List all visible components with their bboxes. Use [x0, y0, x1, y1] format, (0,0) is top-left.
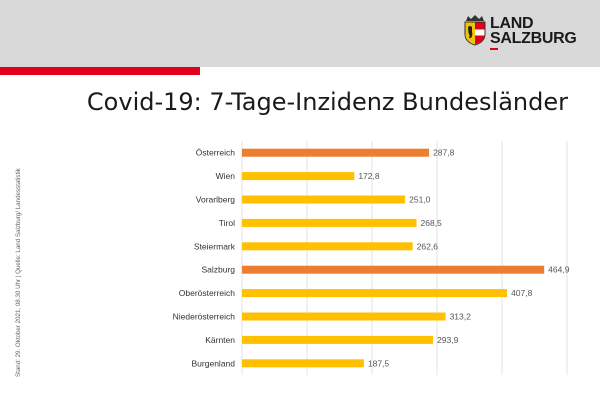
logo-underline: [490, 48, 498, 50]
category-label: Niederösterreich: [173, 312, 236, 322]
header-bar: [0, 0, 600, 67]
bar: [242, 195, 406, 204]
logo-wordmark: LAND SALZBURG: [490, 15, 577, 47]
category-label: Wien: [216, 171, 236, 181]
value-label: 251,0: [409, 195, 431, 205]
bar: [242, 289, 508, 298]
bar: [242, 312, 446, 321]
logo-line-2: SALZBURG: [490, 30, 577, 47]
chart-category-labels: Österreich Wien Vorarlberg Tirol Steiermark S…: [173, 148, 236, 369]
category-label: Burgenland: [192, 358, 236, 368]
value-label: 293,9: [437, 335, 459, 345]
value-label: 187,5: [368, 358, 390, 368]
value-label: 262,6: [417, 241, 439, 251]
bar: [242, 148, 430, 157]
bar: [242, 218, 417, 227]
bar: [242, 335, 434, 344]
value-label: 407,8: [511, 288, 533, 298]
bar: [242, 172, 355, 181]
category-label: Steiermark: [194, 241, 236, 251]
category-label: Tirol: [219, 218, 235, 228]
category-label: Vorarlberg: [196, 195, 235, 205]
value-label: 268,5: [421, 218, 443, 228]
category-label: Salzburg: [201, 265, 235, 275]
chart-bars: [242, 148, 545, 368]
value-label: 464,9: [548, 265, 570, 275]
coat-of-arms-icon: [464, 15, 486, 46]
land-salzburg-logo: LAND SALZBURG: [464, 14, 577, 54]
logo-line-1: LAND: [490, 15, 534, 32]
value-label: 172,8: [358, 171, 380, 181]
category-label: Kärnten: [205, 335, 235, 345]
value-label: 287,8: [433, 148, 455, 158]
bar: [242, 265, 545, 274]
value-label: 313,2: [450, 312, 472, 322]
header-accent-stripe: [0, 67, 200, 75]
chart-value-labels: 287,8 172,8 251,0 268,5 262,6 464,9 407,8 313,2…: [358, 148, 569, 369]
chart-title: Covid-19: 7-Tage-Inzidenz Bundesländer: [86, 88, 568, 116]
category-label: Oberösterreich: [179, 288, 235, 298]
category-label: Österreich: [196, 148, 235, 158]
bar: [242, 242, 413, 251]
bar: [242, 359, 364, 368]
